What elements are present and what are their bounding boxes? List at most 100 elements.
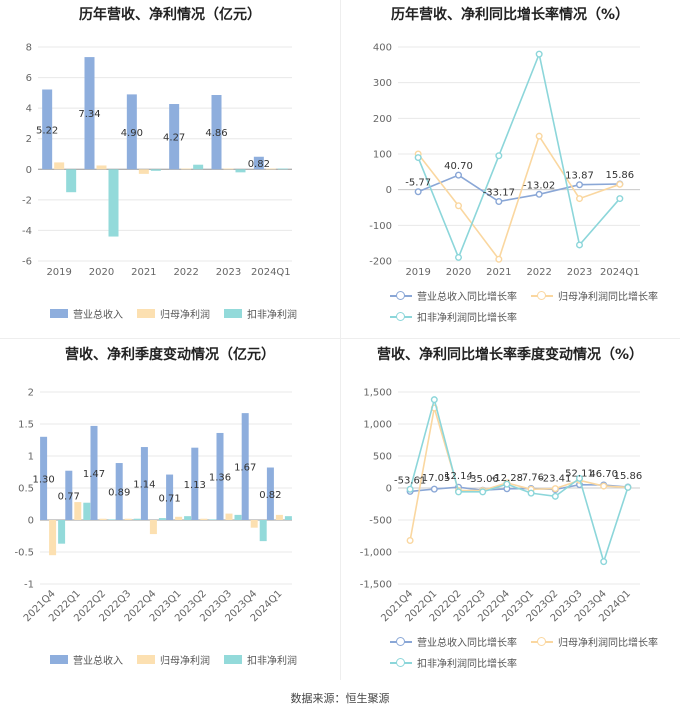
y-tick-label: -200 [369, 257, 392, 268]
y-tick-label: 0 [386, 484, 392, 495]
bar-revenue [84, 57, 95, 170]
data-label: -53.61 [394, 475, 426, 486]
legend-swatch-net-profit [137, 655, 155, 664]
y-tick-label: 100 [373, 150, 392, 161]
bar-revenue [169, 104, 180, 170]
bar-revenue [126, 94, 137, 170]
legend-item-deducted-growth[interactable]: 扣非净利润同比增长率 [390, 309, 517, 324]
bar-net-profit [265, 168, 276, 170]
y-tick-label: -1,500 [360, 580, 392, 591]
data-label: 5.22 [36, 125, 58, 136]
legend-item-deducted-profit[interactable]: 扣非净利润 [224, 306, 297, 321]
series-point-2 [454, 253, 462, 261]
y-tick-label: 0 [386, 185, 392, 196]
legend-item-revenue[interactable]: 营业总收入 [50, 652, 123, 667]
bar-deducted-profit [284, 516, 292, 520]
bar-revenue [90, 425, 98, 520]
series-point-2 [503, 480, 511, 488]
data-label: -13.02 [523, 180, 555, 191]
bar-revenue [216, 432, 224, 520]
y-tick-label: 0 [26, 165, 32, 176]
bar-deducted-profit [150, 169, 161, 171]
bar-revenue [241, 413, 249, 520]
data-label: 13.87 [565, 171, 594, 182]
bar-deducted-profit [184, 516, 192, 520]
series-point-2 [624, 483, 632, 491]
series-line-1 [417, 134, 621, 261]
data-label: 0.82 [259, 490, 281, 501]
bar-net-profit [181, 168, 192, 170]
series-line-1 [409, 407, 628, 541]
bar-net-profit [225, 513, 233, 520]
data-label: 4.90 [121, 128, 143, 139]
bar-deducted-profit [133, 518, 141, 520]
chart-title: 历年营收、净利情况（亿元） [79, 7, 261, 23]
y-tick-label: 1,000 [363, 420, 392, 431]
bar-net-profit [175, 516, 183, 520]
y-tick-label: 500 [373, 452, 392, 463]
data-label: 0.77 [58, 491, 80, 502]
x-tick-label: 2019 [46, 267, 71, 278]
series-point-2 [479, 488, 487, 496]
data-label: -23.41 [539, 473, 571, 484]
y-tick-label: 1.5 [18, 420, 34, 431]
bar-net-profit [96, 165, 107, 170]
series-line-2 [417, 51, 621, 260]
bar-revenue [166, 474, 174, 520]
legend-item-revenue-growth[interactable]: 营业总收入同比增长率 [390, 634, 517, 649]
series-point-2 [575, 474, 583, 482]
chart-title: 历年营收、净利同比增长率情况（%） [390, 7, 630, 23]
y-tick-label: 6 [26, 73, 32, 84]
y-tick-label: -4 [22, 226, 32, 237]
bar-revenue [115, 463, 123, 520]
series-point-2 [414, 154, 422, 162]
data-label: 1.36 [209, 472, 231, 483]
data-source: 数据来源：恒生聚源 [290, 692, 390, 705]
chart-legend: 营业总收入同比增长率 归母净利润同比增长率 扣非净利润同比增长率 [390, 634, 680, 676]
y-tick-label: 8 [26, 43, 32, 54]
bar-deducted-profit [193, 164, 204, 170]
legend-item-deducted-growth[interactable]: 扣非净利润同比增长率 [390, 655, 517, 670]
bar-revenue [42, 89, 53, 170]
chart-legend: 营业总收入 归母净利润 扣非净利润 [50, 306, 340, 327]
data-label: 1.13 [184, 480, 206, 491]
data-label: 4.86 [205, 128, 227, 139]
bar-net-profit [250, 520, 258, 528]
y-tick-label: -500 [369, 516, 392, 527]
series-point-0 [414, 188, 422, 196]
annual-revenue-profit-plot: 8 6 4 2 0 -2 -4 -6 2019 2020 2021 2022 2023 2024Q1 5.2… [22, 43, 292, 278]
legend-item-net-profit-growth[interactable]: 归母净利润同比增长率 [531, 634, 658, 649]
legend-item-revenue-growth[interactable]: 营业总收入同比增长率 [390, 288, 517, 303]
bar-deducted-profit [58, 520, 66, 544]
chart-legend: 营业总收入 归母净利润 扣非净利润 [50, 652, 340, 673]
legend-label: 扣非净利润 [247, 656, 297, 667]
legend-item-deducted-profit[interactable]: 扣非净利润 [224, 652, 297, 667]
x-tick-label: 2019 [405, 267, 430, 278]
x-tick-label: 2023 [567, 267, 592, 278]
legend-swatch-deducted-profit [224, 309, 242, 318]
bar-deducted-profit [66, 169, 77, 193]
legend-swatch-net-profit [137, 309, 155, 318]
series-point-0 [495, 197, 503, 205]
bar-revenue [191, 447, 199, 520]
data-label: 1.67 [234, 463, 256, 474]
series-point-0 [535, 190, 543, 198]
data-label: 1.30 [32, 474, 54, 485]
y-tick-label: -100 [369, 221, 392, 232]
series-point-2 [495, 152, 503, 160]
bar-net-profit [149, 520, 157, 535]
legend-item-net-profit[interactable]: 归母净利润 [137, 306, 210, 321]
bar-deducted-profit [108, 169, 119, 237]
legend-item-revenue[interactable]: 营业总收入 [50, 306, 123, 321]
bar-net-profit [54, 162, 65, 170]
bar-revenue [140, 447, 148, 520]
legend-item-net-profit-growth[interactable]: 归母净利润同比增长率 [531, 288, 658, 303]
series-point-1 [600, 482, 608, 490]
bar-deducted-profit [108, 519, 116, 520]
legend-item-net-profit[interactable]: 归母净利润 [137, 652, 210, 667]
data-label: -33.17 [483, 187, 515, 198]
y-tick-label: -6 [22, 257, 32, 268]
y-tick-label: 2 [28, 388, 34, 399]
data-label: -17.05 [418, 473, 450, 484]
bar-deducted-profit [259, 520, 267, 542]
